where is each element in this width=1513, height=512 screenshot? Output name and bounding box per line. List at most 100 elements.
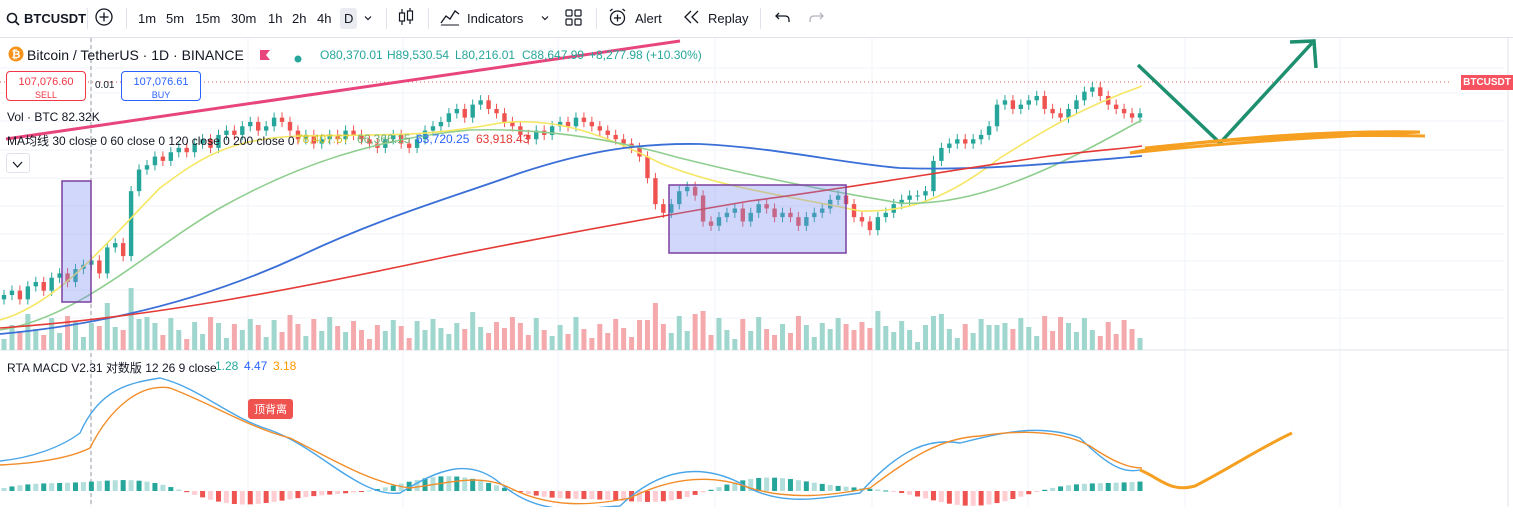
tf-d[interactable]: D [340,0,358,37]
candle-body [192,143,197,153]
candle-body [970,139,976,144]
chart-type-button[interactable] [397,0,415,37]
tf-5m[interactable]: 5m [166,11,185,26]
undo-button[interactable] [775,0,791,37]
macd-histogram-bar [716,487,722,491]
candles-icon [397,7,415,30]
candle-body [136,169,142,192]
candle-body [438,121,444,127]
macd-histogram-bar [366,490,372,492]
candle-body [1058,113,1063,118]
volume-bar [33,329,39,350]
indicators-button[interactable]: Indicators [440,0,523,37]
volume-bar [311,319,317,350]
macd-histogram-bar [668,491,674,501]
candle-body [33,282,38,287]
volume-bar [772,335,778,350]
candle-body [263,126,269,131]
volume-bar [406,338,412,350]
volume-bar [80,337,86,350]
macd-histogram-bar [17,485,23,491]
macd-histogram-bar [930,491,936,501]
flag-icon[interactable] [259,49,271,64]
layouts-button[interactable] [565,0,582,37]
volume-bar [486,333,492,350]
candle-body [152,156,158,166]
volume-bar [128,288,134,350]
tf-1m[interactable]: 1m [138,11,157,26]
volume-bar [780,324,786,350]
macd-histogram-bar [652,491,658,502]
volume-bar [88,323,94,350]
chart-area[interactable]: ₿ Bitcoin / TetherUS · 1D · BINANCE O80,… [0,38,1513,510]
macd-histogram-bar [946,491,952,504]
candle-body [549,126,555,135]
candle-body [764,204,769,209]
macd-histogram-bar [772,477,778,491]
candle-body [17,290,23,300]
macd-histogram-bar [1129,482,1135,491]
compare-button[interactable] [95,0,113,37]
macd-histogram-bar [382,487,388,491]
sell-button[interactable]: 107,076.60 SELL [6,71,86,101]
macd-histogram-bar [1137,481,1143,491]
macd-histogram-bar [549,491,555,498]
candle-body [65,273,70,283]
candle-body [780,212,785,218]
candle-body [645,156,650,179]
trend-line [5,39,681,141]
candle-body [478,100,483,105]
volume-bar [1050,331,1056,350]
candle-body [986,126,992,135]
candle-body [1026,100,1031,105]
volume-bar [1026,327,1032,350]
macd-histogram-bar [72,482,78,491]
macd-histogram-bar [200,491,206,498]
timeframe-dropdown[interactable] [363,0,373,37]
macd-histogram-bar [780,478,786,491]
candle-body [9,290,15,296]
candle-body [851,204,857,218]
volume-bar [295,324,301,350]
macd-histogram-bar [319,491,325,496]
volume-bar [287,315,293,350]
tf-1h[interactable]: 1h [268,11,283,26]
candle-body [963,139,968,144]
volume-bar [49,318,55,350]
symbol-search[interactable]: BTCUSDT [6,0,86,37]
volume-bar [414,321,420,350]
macd-histogram-bar [303,491,309,498]
candle-body [160,156,166,161]
tf-30m[interactable]: 30m [231,11,257,26]
replay-button[interactable]: Replay [683,0,748,37]
alert-button[interactable]: Alert [608,0,662,37]
candle-body [573,117,579,127]
macd-histogram-bar [533,491,539,496]
volume-bar [478,327,484,350]
macd-histogram-bar [231,491,237,505]
tf-15m[interactable]: 15m [195,11,221,26]
candle-body [859,217,865,222]
buy-button[interactable]: 107,076.61 BUY [121,71,201,101]
ohlc-close: C88,647.99 [522,48,585,62]
macd-histogram-bar [708,489,714,491]
macd-histogram-bar [462,477,468,491]
tf-2h[interactable]: 2h [292,11,307,26]
candle-body [1129,113,1135,118]
volume-bar [136,319,142,350]
macd-histogram-bar [1018,491,1024,497]
macd-histogram-bar [613,491,619,501]
candle-body [955,139,960,144]
candle-body [97,260,102,274]
redo-button[interactable] [808,0,824,37]
price-chart-svg[interactable] [0,38,1513,510]
volume-bar [1034,336,1040,350]
macd-histogram-bar [33,483,39,491]
collapse-legend-button[interactable] [6,153,30,173]
volume-bar [613,319,619,350]
macd-histogram-bar [756,477,762,491]
indicators-dropdown[interactable] [540,0,550,37]
tf-4h[interactable]: 4h [317,11,332,26]
volume-bar [533,318,539,350]
volume-bar [96,326,102,350]
